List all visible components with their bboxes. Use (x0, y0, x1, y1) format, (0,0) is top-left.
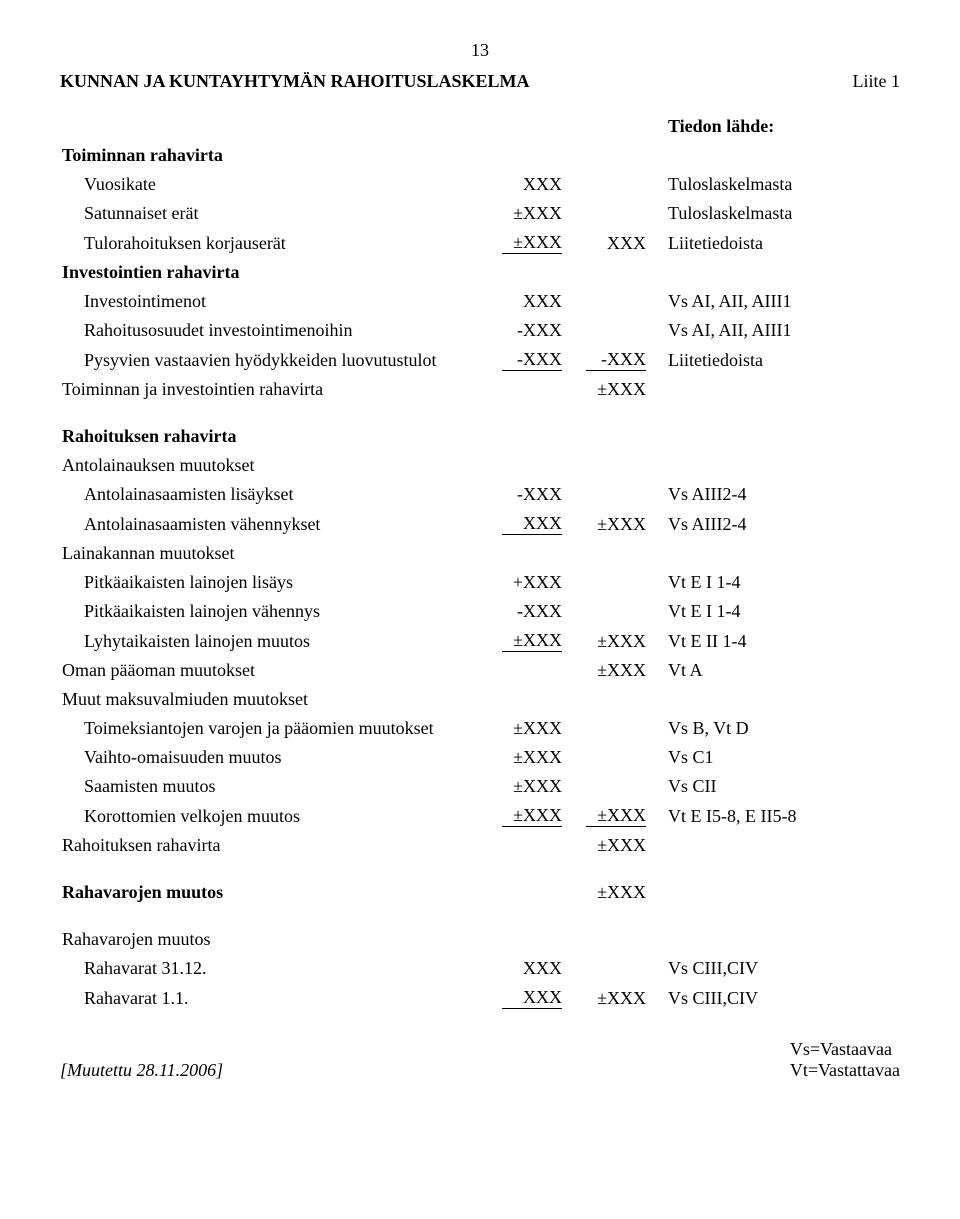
section-heading: Rahoituksen rahavirta (60, 422, 480, 451)
table-row: Rahavarojen muutos ±XXX (60, 878, 900, 907)
table-row: Investointimenot XXX Vs AI, AII, AIII1 (60, 287, 900, 316)
subsection-heading: Muut maksuvalmiuden muutokset (60, 685, 480, 714)
table-row: Rahoituksen rahavirta ±XXX (60, 831, 900, 860)
table-row: Oman pääoman muutokset ±XXX Vt A (60, 656, 900, 685)
col-header-source: Tiedon lähde: (648, 112, 900, 141)
subsection-heading: Antolainauksen muutokset (60, 451, 480, 480)
legend-vt: Vt=Vastattavaa (790, 1060, 900, 1081)
financial-statement-table: Tiedon lähde: Toiminnan rahavirta Vuosik… (60, 112, 900, 1013)
table-row: Satunnaiset erät ±XXX Tuloslaskelmasta (60, 199, 900, 228)
table-row: Toiminnan ja investointien rahavirta ±XX… (60, 375, 900, 404)
table-row: Rahavarat 31.12. XXX Vs CIII,CIV (60, 954, 900, 983)
doc-title: KUNNAN JA KUNTAYHTYMÄN RAHOITUSLASKELMA (60, 71, 530, 92)
table-row: Rahavarat 1.1. XXX ±XXX Vs CIII,CIV (60, 983, 900, 1013)
table-row: Toimeksiantojen varojen ja pääomien muut… (60, 714, 900, 743)
table-row: Pitkäaikaisten lainojen vähennys -XXX Vt… (60, 597, 900, 626)
subsection-heading: Rahavarojen muutos (60, 925, 480, 954)
subsection-heading: Lainakannan muutokset (60, 539, 480, 568)
table-row: Korottomien velkojen muutos ±XXX ±XXX Vt… (60, 801, 900, 831)
table-row: Antolainasaamisten lisäykset -XXX Vs AII… (60, 480, 900, 509)
table-row: Vuosikate XXX Tuloslaskelmasta (60, 170, 900, 199)
table-row: Antolainasaamisten vähennykset XXX ±XXX … (60, 509, 900, 539)
section-heading: Investointien rahavirta (60, 258, 480, 287)
table-row: Saamisten muutos ±XXX Vs CII (60, 772, 900, 801)
table-row: Lyhytaikaisten lainojen muutos ±XXX ±XXX… (60, 626, 900, 656)
page-number: 13 (60, 40, 900, 61)
table-row: Vaihto-omaisuuden muutos ±XXX Vs C1 (60, 743, 900, 772)
mutation-note: [Muutettu 28.11.2006] (60, 1060, 223, 1081)
table-row: Rahoitusosuudet investointimenoihin -XXX… (60, 316, 900, 345)
section-heading: Toiminnan rahavirta (60, 141, 480, 170)
table-row: Tulorahoituksen korjauserät ±XXX XXX Lii… (60, 228, 900, 258)
legend-vs: Vs=Vastaavaa (790, 1039, 900, 1060)
annex-label: Liite 1 (853, 71, 901, 92)
table-row: Pysyvien vastaavien hyödykkeiden luovutu… (60, 345, 900, 375)
table-row: Pitkäaikaisten lainojen lisäys +XXX Vt E… (60, 568, 900, 597)
